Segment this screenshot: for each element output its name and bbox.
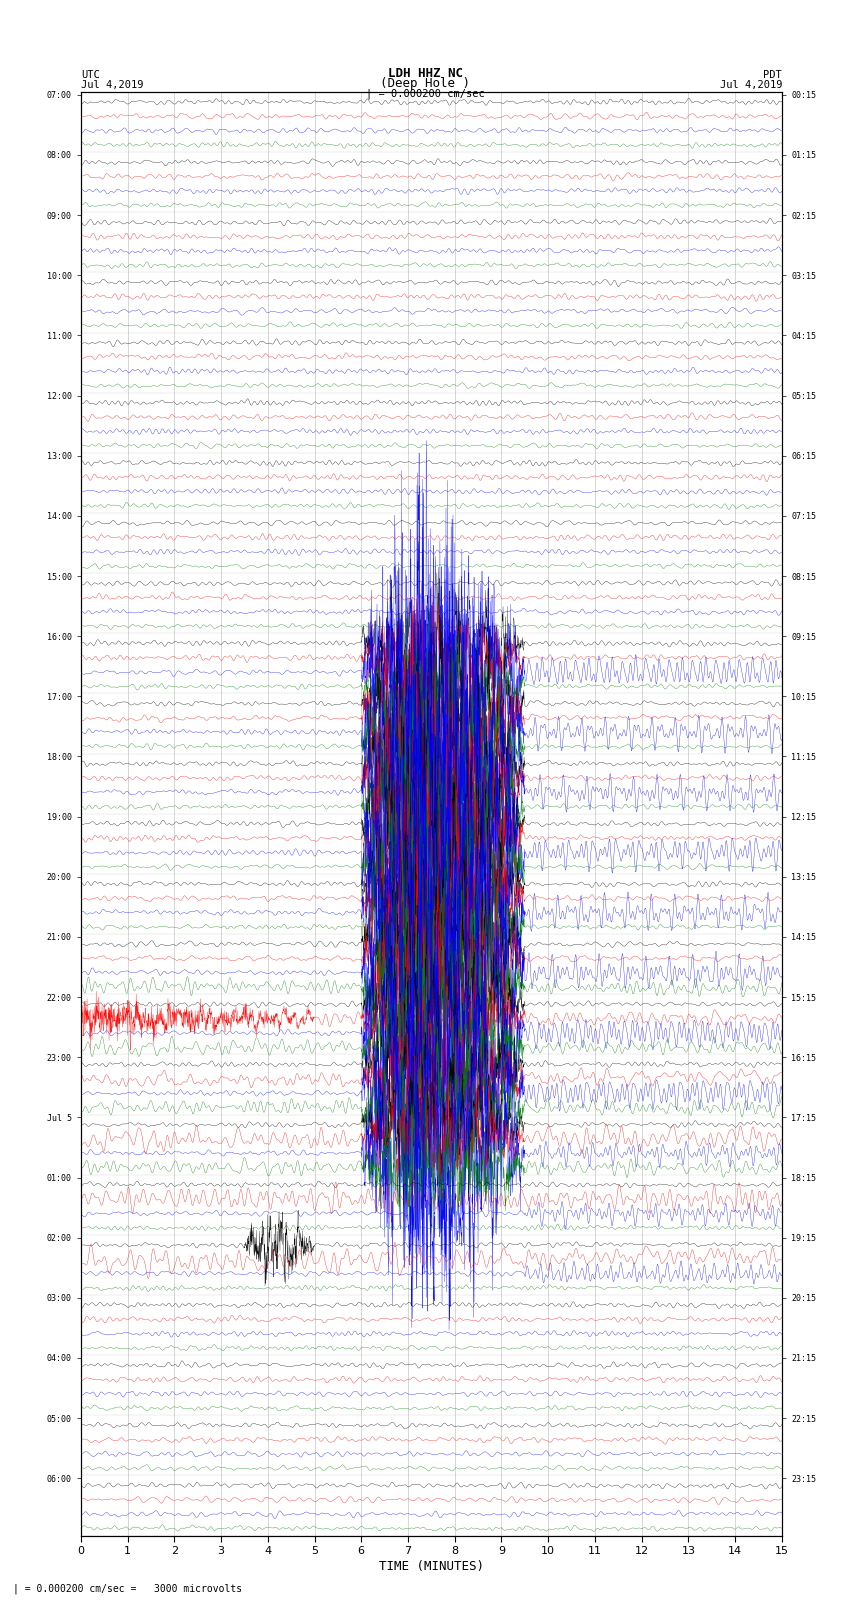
Text: Jul 4,2019: Jul 4,2019 <box>81 81 144 90</box>
Text: Jul 4,2019: Jul 4,2019 <box>719 81 782 90</box>
Text: PDT: PDT <box>763 69 782 79</box>
X-axis label: TIME (MINUTES): TIME (MINUTES) <box>379 1560 484 1573</box>
Text: | = 0.000200 cm/sec =   3000 microvolts: | = 0.000200 cm/sec = 3000 microvolts <box>13 1584 242 1594</box>
Text: UTC: UTC <box>81 69 99 79</box>
Text: LDH HHZ NC: LDH HHZ NC <box>388 66 462 79</box>
Text: (Deep Hole ): (Deep Hole ) <box>380 76 470 90</box>
Text: | = 0.000200 cm/sec: | = 0.000200 cm/sec <box>366 89 484 100</box>
